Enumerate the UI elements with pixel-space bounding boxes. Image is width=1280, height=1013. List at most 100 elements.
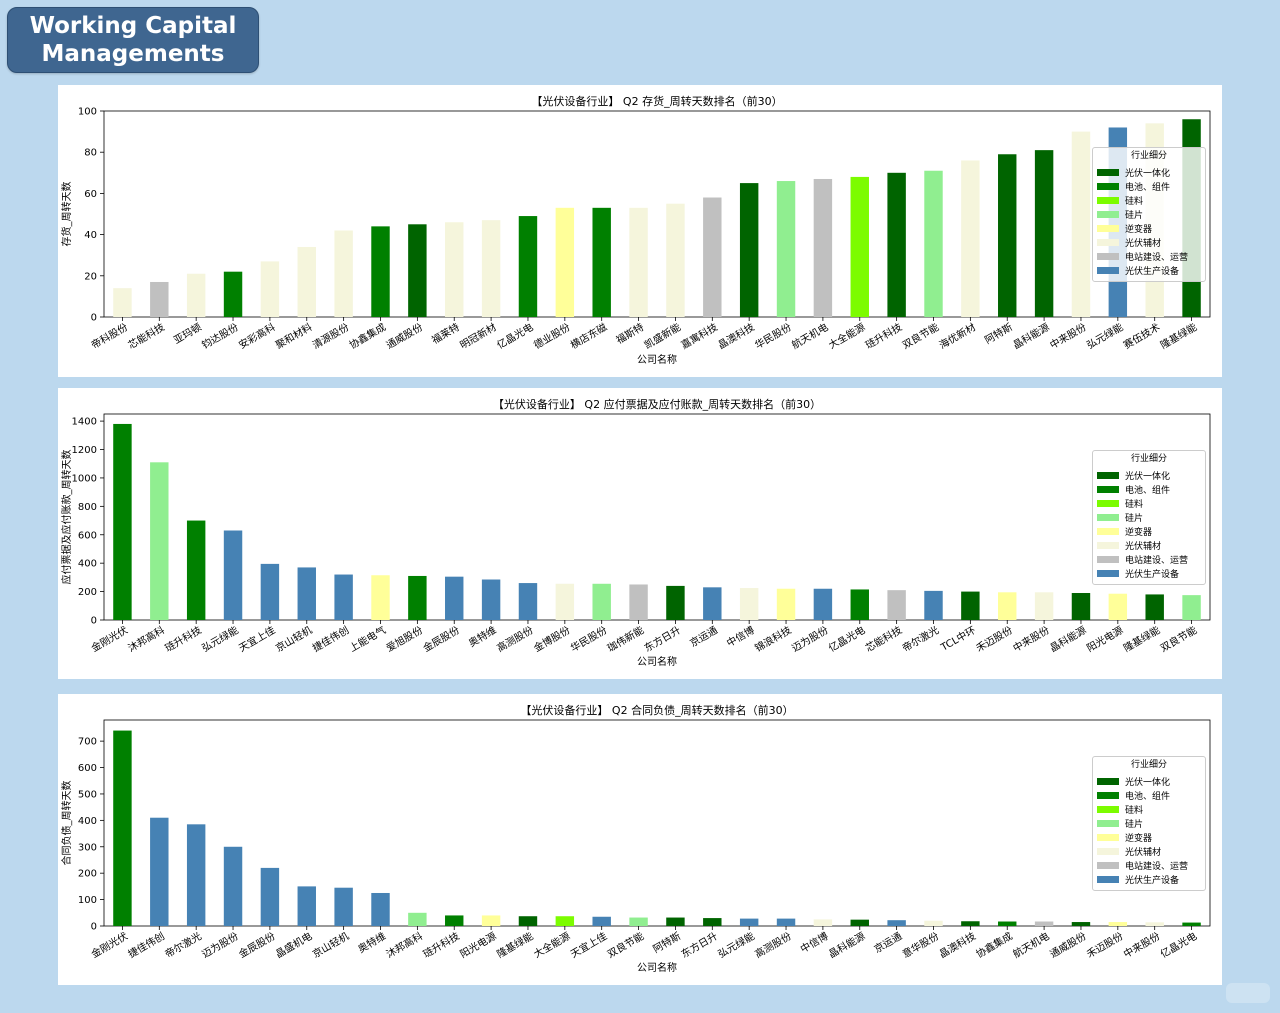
- legend-swatch: [1097, 196, 1119, 204]
- bar: [776, 588, 796, 620]
- bar: [113, 288, 132, 317]
- legend-item: 硅料: [1097, 802, 1201, 816]
- chart-panel-contract-liabilities: 【光伏设备行业】 Q2 合同负债_周转天数排名（前30） 0 100 200 300 40…: [58, 694, 1222, 985]
- y-tick-label: 800: [78, 502, 97, 513]
- bar: [924, 920, 943, 926]
- legend-item: 硅料: [1097, 193, 1201, 207]
- legend-item: 光伏一体化: [1097, 774, 1201, 788]
- x-tick-label: 迈为股份: [790, 624, 831, 654]
- chart-svg: 【光伏设备行业】 Q2 存货_周转天数排名（前30） 0 20 40 60 80 100 存货…: [60, 94, 1211, 366]
- legend-label: 光伏生产设备: [1125, 875, 1180, 886]
- x-tick-label: 京山轻机: [273, 623, 314, 654]
- legend-swatch: [1097, 527, 1119, 535]
- bar: [739, 588, 759, 620]
- y-tick-label: 500: [78, 789, 97, 800]
- x-tick-label: 晶澳科技: [937, 929, 978, 960]
- x-tick-label: 中信博: [724, 623, 756, 649]
- bar: [961, 160, 980, 317]
- badge-line-2: Managements: [41, 41, 225, 67]
- x-tick-label: 芯能科技: [126, 320, 167, 351]
- x-tick-label: 亿晶光电: [494, 320, 535, 351]
- chart-svg: 【光伏设备行业】 Q2 合同负债_周转天数排名（前30） 0 100 200 300 40…: [60, 703, 1211, 974]
- legend-label: 光伏一体化: [1125, 777, 1171, 788]
- x-tick-label: 锦浪科技: [752, 623, 793, 654]
- x-tick-label: 聚和材料: [273, 320, 314, 351]
- x-axis-label: 公司名称: [637, 961, 677, 974]
- bar: [223, 846, 243, 926]
- bar: [408, 575, 427, 620]
- x-tick-label: 亚玛顿: [171, 320, 203, 346]
- x-tick-label: 爱旭股份: [384, 623, 425, 654]
- x-tick-label: 福斯特: [614, 320, 646, 346]
- plot-frame: [103, 719, 1211, 927]
- legend-swatch: [1097, 485, 1119, 493]
- bar: [297, 567, 316, 620]
- legend-item: 光伏辅材: [1097, 844, 1201, 858]
- legend: 行业细分 光伏一体化 电池、组件 硅料 硅片 逆变器 光伏辅材 电站建设、运营 光伏生产设备: [1092, 147, 1206, 282]
- bar: [334, 887, 353, 926]
- x-tick-label: 晶科能源: [826, 929, 867, 960]
- x-tick-label: 协鑫集成: [974, 929, 1015, 960]
- x-tick-label: 奥特维: [356, 929, 388, 955]
- y-tick-label: 400: [78, 816, 97, 827]
- x-tick-label: 赛伍技术: [1121, 320, 1162, 351]
- x-tick-label: 阳光电源: [457, 929, 498, 960]
- bar: [297, 246, 316, 317]
- bar: [555, 916, 575, 926]
- y-tick-label: 40: [84, 230, 97, 241]
- y-tick-label: 200: [78, 869, 97, 880]
- legend-label: 光伏一体化: [1125, 471, 1171, 482]
- bar: [113, 730, 132, 926]
- bar: [334, 574, 353, 620]
- x-tick-label: 珈伟新能: [605, 623, 646, 654]
- legend-label: 硅料: [1125, 499, 1144, 510]
- legend-swatch: [1097, 471, 1119, 479]
- y-tick-label: 20: [84, 271, 97, 282]
- x-tick-label: 帝尔激光: [900, 623, 941, 654]
- bar: [998, 154, 1017, 317]
- legend-label: 电池、组件: [1125, 182, 1171, 193]
- x-tick-label: 琏升科技: [163, 623, 204, 654]
- y-tick-label: 700: [78, 737, 97, 748]
- bar: [887, 590, 906, 620]
- legend-swatch: [1097, 861, 1119, 869]
- y-tick-label: 80: [84, 148, 97, 159]
- bar: [481, 915, 501, 926]
- bar: [998, 592, 1017, 620]
- bar: [297, 886, 316, 926]
- legend-item: 电池、组件: [1097, 482, 1201, 496]
- bar: [113, 423, 132, 620]
- legend-label: 电站建设、运营: [1125, 252, 1189, 263]
- x-tick-label: 京运通: [687, 623, 719, 649]
- bar: [887, 172, 906, 317]
- bar: [481, 220, 501, 317]
- legend-label: 硅料: [1125, 196, 1144, 207]
- x-tick-label: 高测股份: [752, 929, 793, 960]
- x-tick-label: 弘元绿能: [716, 929, 757, 960]
- x-tick-label: 金辰股份: [421, 623, 462, 654]
- y-tick-label: 1000: [72, 473, 97, 484]
- legend-label: 硅片: [1125, 210, 1144, 221]
- y-tick-label: 0: [91, 313, 97, 324]
- badge-line-1: Working Capital: [29, 13, 237, 39]
- x-tick-label: 阿特斯: [982, 320, 1014, 346]
- legend-item: 电站建设、运营: [1097, 552, 1201, 566]
- legend-swatch: [1097, 875, 1119, 883]
- x-tick-label: 华民股份: [568, 623, 609, 654]
- legend-label: 硅片: [1125, 513, 1144, 524]
- legend-label: 光伏辅材: [1125, 847, 1162, 858]
- bar: [850, 176, 869, 317]
- bar: [186, 520, 206, 620]
- bar: [739, 918, 759, 926]
- x-tick-label: 海优新材: [937, 320, 978, 351]
- x-tick-label: 沐邦高科: [384, 929, 425, 960]
- bar: [592, 207, 611, 317]
- x-tick-label: 双良节能: [605, 929, 646, 960]
- legend-swatch: [1097, 210, 1119, 218]
- legend-swatch: [1097, 833, 1119, 841]
- legend-swatch: [1097, 805, 1119, 813]
- x-tick-label: 东方日升: [679, 929, 720, 960]
- x-tick-label: 隆基绿能: [494, 929, 535, 960]
- y-tick-label: 100: [78, 895, 97, 906]
- x-tick-label: 大全能源: [531, 929, 572, 960]
